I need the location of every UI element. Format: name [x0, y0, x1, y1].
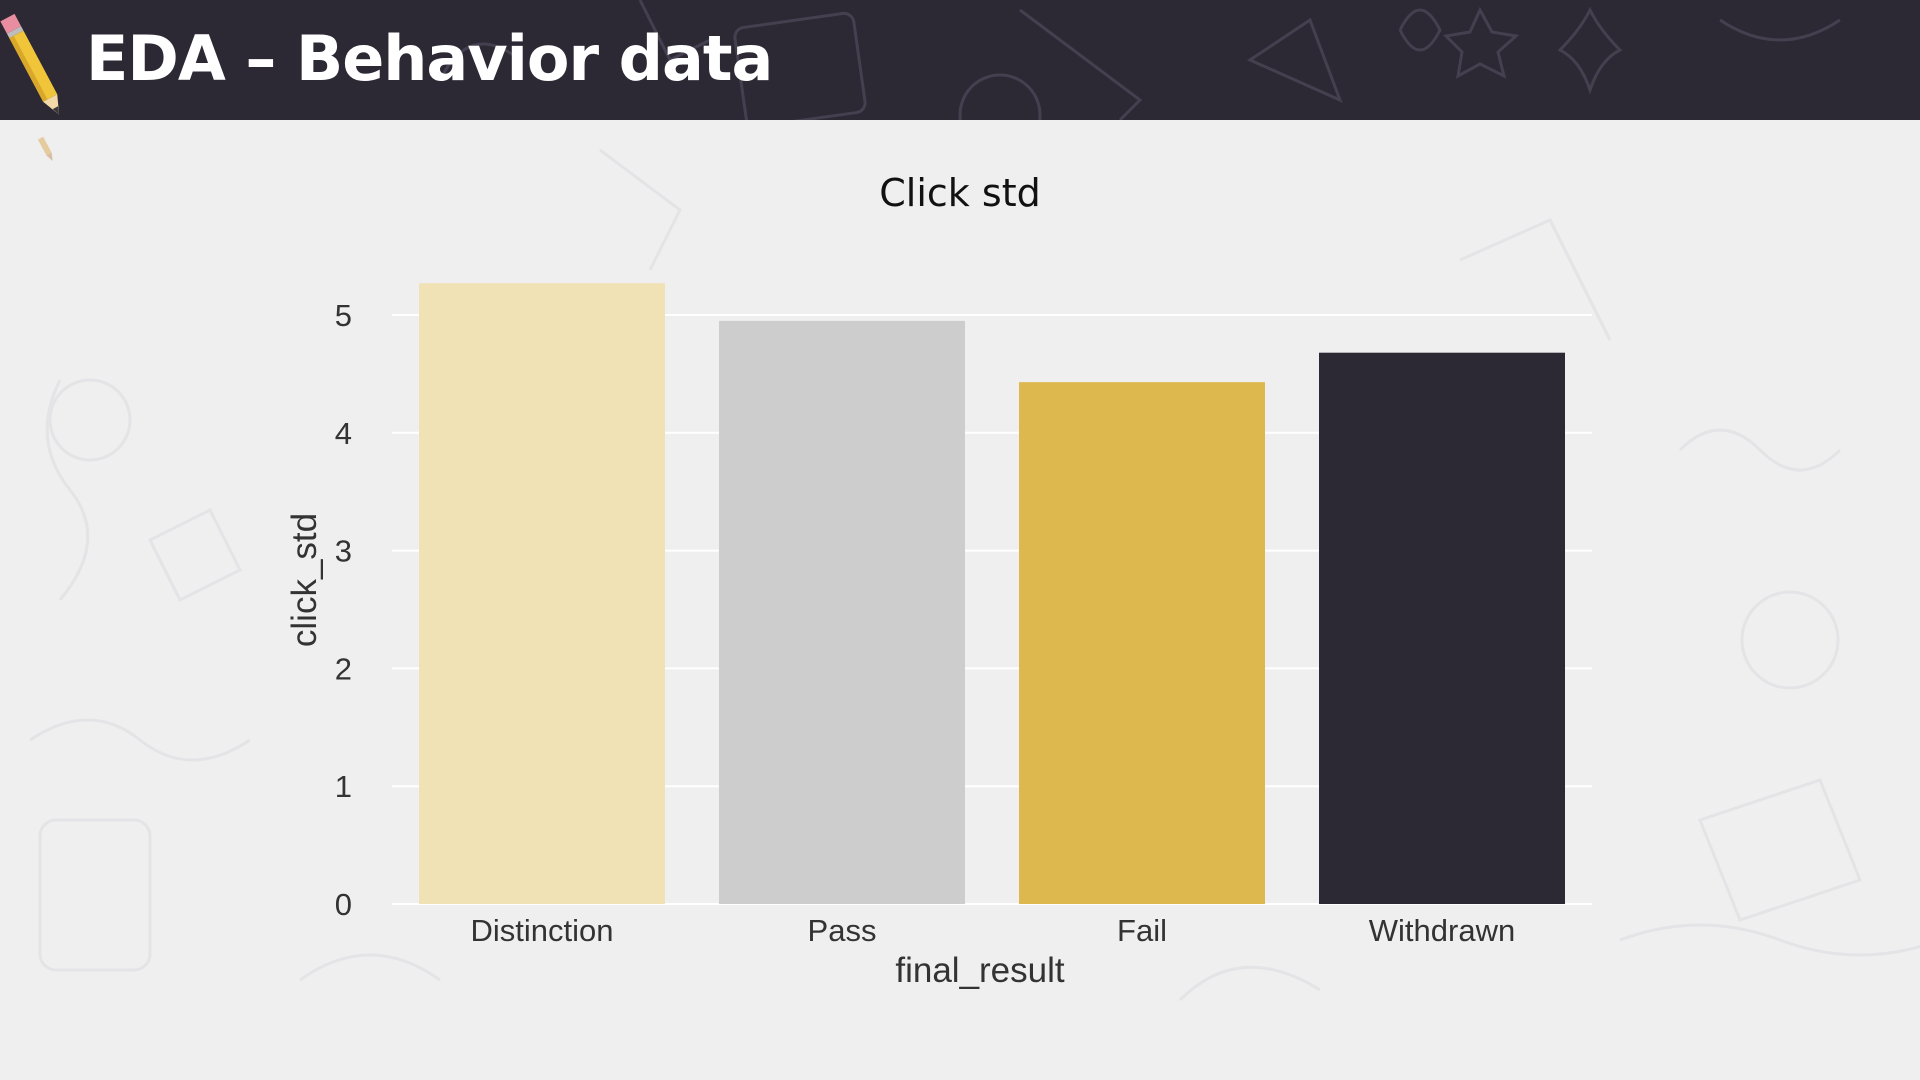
x-tick-label: Fail [1117, 913, 1167, 948]
y-tick-label: 0 [335, 887, 352, 922]
header-doodles [438, 0, 1841, 120]
y-tick-label: 3 [335, 534, 352, 569]
bar-distinction [419, 283, 665, 905]
x-tick-label: Pass [808, 913, 877, 948]
y-axis-label: click_std [285, 513, 324, 647]
y-tick-label: 5 [335, 298, 352, 333]
y-tick-label: 2 [335, 651, 352, 686]
header-bar: EDA – Behavior data [0, 0, 1920, 120]
y-tick-label: 1 [335, 769, 352, 804]
x-axis-label: final_result [895, 951, 1065, 990]
slide-title: EDA – Behavior data [86, 22, 773, 95]
x-tick-labels: Distinction Pass Fail Withdrawn [471, 913, 1516, 948]
bars [419, 283, 1565, 905]
bar-withdrawn [1319, 352, 1565, 904]
x-tick-label: Withdrawn [1369, 913, 1515, 948]
background-doodles [29, 148, 1920, 1002]
bar-pass [719, 320, 965, 904]
x-tick-label: Distinction [471, 913, 614, 948]
y-tick-label: 4 [335, 416, 352, 451]
chart-title: Click std [879, 171, 1040, 215]
pencil-icon [0, 13, 60, 162]
bar-fail [1019, 382, 1265, 904]
y-tick-labels: 0 1 2 3 4 5 [335, 298, 352, 922]
